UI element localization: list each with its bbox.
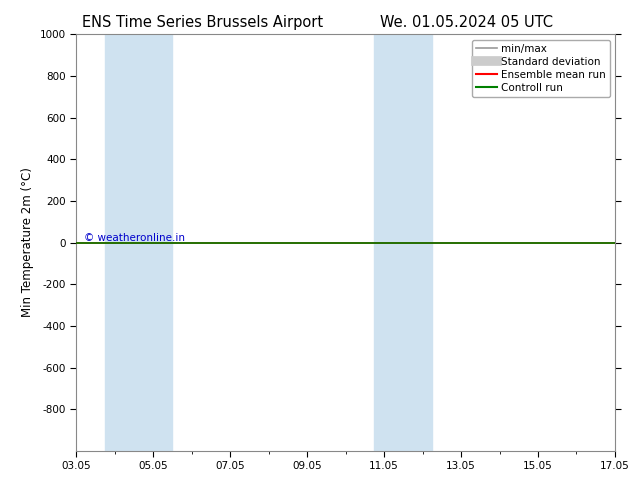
Text: ENS Time Series Brussels Airport: ENS Time Series Brussels Airport <box>82 15 323 30</box>
Text: We. 01.05.2024 05 UTC: We. 01.05.2024 05 UTC <box>380 15 553 30</box>
Bar <box>403 34 432 451</box>
Y-axis label: Min Temperature 2m (°C): Min Temperature 2m (°C) <box>21 168 34 318</box>
Text: © weatheronline.in: © weatheronline.in <box>84 233 185 243</box>
Bar <box>105 34 143 451</box>
Legend: min/max, Standard deviation, Ensemble mean run, Controll run: min/max, Standard deviation, Ensemble me… <box>472 40 610 97</box>
Bar <box>143 34 172 451</box>
Bar <box>375 34 403 451</box>
